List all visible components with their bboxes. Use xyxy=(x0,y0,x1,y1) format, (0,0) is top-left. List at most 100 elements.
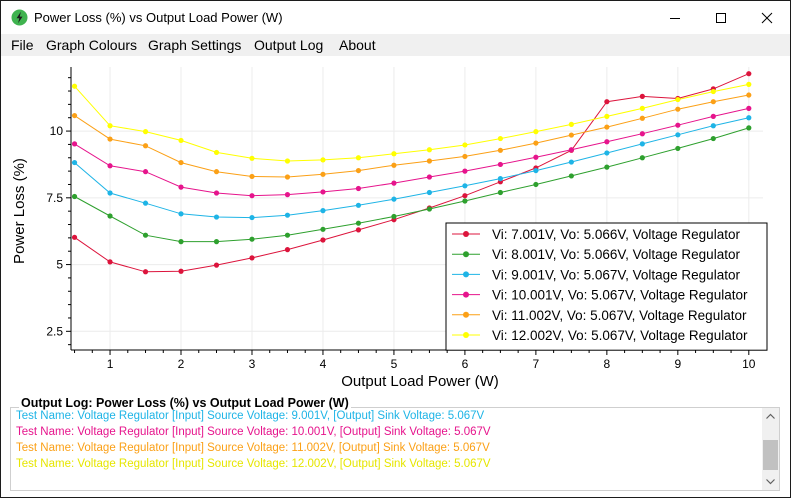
data-point xyxy=(497,147,503,153)
data-point xyxy=(71,159,78,166)
x-tick-label: 6 xyxy=(462,357,469,371)
data-point xyxy=(462,193,468,199)
data-point xyxy=(568,159,574,165)
x-tick-label: 9 xyxy=(674,357,681,371)
data-point xyxy=(249,173,255,180)
series-line xyxy=(74,94,749,178)
log-line: Test Name: Voltage Regulator [Input] Sou… xyxy=(16,458,491,470)
legend-marker xyxy=(463,311,469,318)
output-log-title: Output Log: Power Loss (%) vs Output Loa… xyxy=(19,396,351,410)
data-point xyxy=(604,99,610,105)
data-point xyxy=(746,105,752,111)
data-point xyxy=(213,190,220,196)
legend-marker xyxy=(463,251,469,258)
legend-marker xyxy=(463,291,469,298)
data-point xyxy=(142,232,149,238)
maximize-button[interactable] xyxy=(698,1,744,34)
legend-marker xyxy=(463,332,469,338)
scroll-down-icon[interactable] xyxy=(762,474,779,490)
data-point xyxy=(213,169,220,175)
log-line: Test Name: Voltage Regulator [Input] Sou… xyxy=(16,442,490,454)
lightning-bolt-icon xyxy=(11,9,28,26)
maximize-icon xyxy=(716,12,726,23)
minimize-button[interactable] xyxy=(652,1,698,34)
data-point xyxy=(426,147,433,153)
chart-canvas: 1 2 3 4 5 6 7 8 9 10 2.5 5 7.5 10 Vi: 7.001V, Vo: 5.0… xyxy=(11,67,768,390)
menu-about[interactable]: About xyxy=(339,37,376,53)
data-point xyxy=(284,247,291,253)
data-point xyxy=(746,115,752,121)
x-tick-label: 2 xyxy=(178,357,185,371)
legend-label: Vi: 8.001V, Vo: 5.066V, Voltage Regulato… xyxy=(492,247,740,262)
data-point xyxy=(355,220,362,226)
close-icon xyxy=(761,12,773,23)
data-point xyxy=(497,189,503,196)
menu-output-log[interactable]: Output Log xyxy=(254,37,324,53)
data-point xyxy=(604,150,610,156)
data-point xyxy=(249,214,255,221)
title-bar[interactable]: Power Loss (%) vs Output Load Power (W) xyxy=(1,1,790,34)
data-point xyxy=(604,124,610,130)
data-point xyxy=(178,239,184,245)
legend-label: Vi: 10.001V, Vo: 5.067V, Voltage Regulat… xyxy=(492,288,748,303)
data-point xyxy=(391,180,397,186)
data-point xyxy=(107,213,113,219)
data-point xyxy=(249,255,255,261)
legend-box xyxy=(445,222,768,351)
data-point xyxy=(426,206,433,212)
data-point xyxy=(462,142,468,148)
data-point xyxy=(675,106,681,112)
data-point xyxy=(497,161,503,168)
data-point xyxy=(284,232,291,238)
data-point xyxy=(284,212,291,218)
menu-graph-settings[interactable]: Graph Settings xyxy=(148,37,242,53)
data-point xyxy=(213,149,220,156)
data-point xyxy=(746,92,752,98)
series-line xyxy=(74,83,749,162)
data-point xyxy=(533,167,539,174)
data-point xyxy=(142,269,149,275)
data-point xyxy=(355,227,362,233)
legend-label: Vi: 9.001V, Vo: 5.067V, Voltage Regulato… xyxy=(492,267,740,282)
data-point xyxy=(391,213,397,220)
data-point xyxy=(71,141,78,147)
data-point xyxy=(426,189,433,196)
scroll-up-icon[interactable] xyxy=(762,408,779,424)
legend-label: Vi: 12.002V, Vo: 5.067V, Voltage Regulat… xyxy=(492,328,748,343)
data-point xyxy=(639,141,645,147)
data-point xyxy=(249,193,255,199)
data-point xyxy=(426,158,433,164)
x-axis-label: Output Load Power (W) xyxy=(341,373,499,390)
data-point xyxy=(675,145,681,152)
data-point xyxy=(71,193,78,200)
data-point xyxy=(213,239,220,245)
y-tick-label: 7.5 xyxy=(46,191,63,205)
output-log-box[interactable]: Test Name: Voltage Regulator [Input] Sou… xyxy=(10,407,780,491)
data-point xyxy=(284,158,291,164)
menu-graph-colours[interactable]: Graph Colours xyxy=(46,37,138,53)
log-scrollbar[interactable] xyxy=(762,408,779,490)
data-point xyxy=(639,131,645,137)
legend-marker xyxy=(463,271,469,278)
y-tick-label: 5 xyxy=(56,258,63,272)
data-point xyxy=(355,155,362,161)
data-point xyxy=(675,122,681,128)
data-point xyxy=(320,237,326,243)
menu-file[interactable]: File xyxy=(11,37,34,53)
close-button[interactable] xyxy=(744,1,790,34)
data-point xyxy=(604,139,610,145)
data-point xyxy=(355,167,362,174)
data-point xyxy=(533,154,539,160)
data-point xyxy=(107,123,113,129)
data-point xyxy=(533,129,539,135)
data-point xyxy=(178,159,184,166)
window-title: Power Loss (%) vs Output Load Power (W) xyxy=(34,10,283,25)
data-point xyxy=(142,129,149,135)
series-line xyxy=(74,127,749,243)
y-tick-label: 2.5 xyxy=(46,324,63,338)
data-point xyxy=(497,135,503,142)
x-tick-label: 7 xyxy=(533,357,540,371)
series-line xyxy=(74,107,749,197)
scroll-thumb[interactable] xyxy=(763,440,778,470)
